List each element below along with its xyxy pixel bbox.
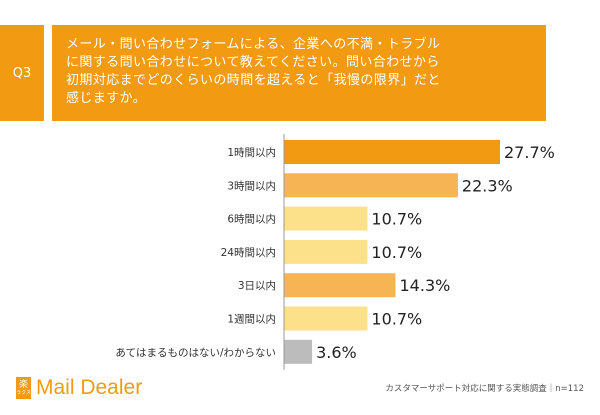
value-label: 3.6%	[316, 343, 357, 362]
question-text: メール・問い合わせフォームによる、企業への不満・トラブル に関する問い合わせにつ…	[52, 25, 546, 121]
bar-chart: 1時間以内 27.7% 3時間以内 22.3% 6時間以内 10.7% 24時間以内 10.7…	[115, 134, 555, 370]
question-line: メール・問い合わせフォームによる、企業への不満・トラブル	[66, 37, 441, 52]
category-label: 3時間以内	[227, 179, 276, 192]
value-label: 14.3%	[400, 276, 451, 295]
logo-mark-bottom: ラクス	[16, 389, 31, 396]
category-label: あてはまるものはない/わからない	[115, 347, 276, 359]
category-label: 24時間以内	[221, 246, 276, 259]
value-label: 22.3%	[462, 176, 513, 195]
question-number: Q3	[0, 25, 44, 121]
question-header: Q3 メール・問い合わせフォームによる、企業への不満・トラブル に関する問い合わ…	[0, 25, 546, 121]
category-label: 3日以内	[238, 279, 276, 292]
value-label: 10.7%	[371, 243, 422, 262]
bar	[284, 140, 500, 164]
category-label: 6時間以内	[227, 213, 276, 226]
mail-dealer-logo: 楽 ラクス Mail Dealer	[16, 372, 142, 404]
value-label: 27.7%	[504, 143, 555, 162]
question-line: に関する問い合わせについて教えてください。問い合わせから	[66, 55, 440, 70]
category-label: 1時間以内	[227, 146, 276, 159]
value-label: 10.7%	[371, 310, 422, 329]
value-label: 10.7%	[371, 210, 422, 229]
rakus-logo-mark: 楽 ラクス	[16, 377, 31, 399]
bar	[284, 239, 368, 264]
bar	[284, 339, 313, 364]
question-line: 初期対応までどのくらいの時間を超えると「我慢の限界」だと	[66, 73, 441, 88]
category-label: 1週間以内	[227, 313, 276, 326]
question-line: 感じますか。	[66, 91, 147, 106]
logo-mark-top: 楽	[18, 379, 28, 390]
bar	[284, 206, 368, 231]
bar	[284, 173, 458, 198]
logo-text: Mail Dealer	[36, 376, 143, 399]
bar	[284, 306, 368, 331]
bar	[284, 273, 396, 298]
survey-footnote: カスタマーサポート対応に関する実態調査｜n=112	[385, 384, 584, 394]
